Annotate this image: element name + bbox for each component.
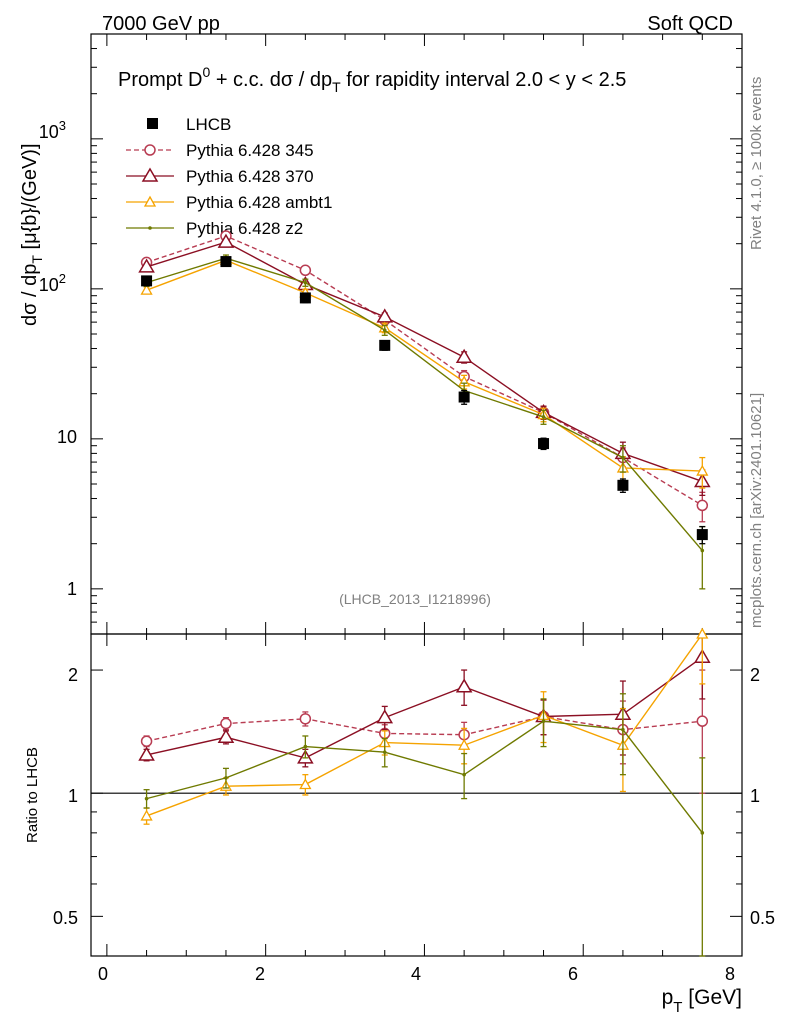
ratio-y-tick-label-right-2: 2 bbox=[750, 665, 760, 685]
main-axis-ticks bbox=[91, 33, 743, 635]
legend-marker-lhcb bbox=[147, 118, 158, 129]
legend-marker-z2 bbox=[148, 226, 152, 230]
main-line-z2 bbox=[146, 257, 703, 552]
ratio-point-z2 bbox=[303, 744, 308, 749]
ratio-point-z2 bbox=[144, 796, 149, 801]
main-point-p370 bbox=[376, 308, 394, 323]
legend-marker-p345 bbox=[144, 144, 156, 156]
legend-label-lhcb: LHCB bbox=[186, 115, 231, 134]
x-tick-label-8: 8 bbox=[725, 964, 735, 984]
mcplots-label: mcplots.cern.ch [arXiv:2401.10621] bbox=[748, 393, 765, 628]
main-point-p370 bbox=[138, 258, 155, 273]
ratio-point-p370 bbox=[138, 746, 155, 761]
ratio-y-tick-label-right-0-5: 0.5 bbox=[750, 908, 775, 928]
ratio-point-ambt1 bbox=[458, 738, 471, 750]
legend-label-ambt1: Pythia 6.428 ambt1 bbox=[186, 193, 332, 212]
x-tick-label-2: 2 bbox=[255, 964, 265, 984]
ratio-point-ambt1 bbox=[299, 778, 312, 790]
ratio-point-p345 bbox=[299, 713, 312, 725]
x-axis-label: pT [GeV] bbox=[662, 986, 742, 1016]
main-point-lhcb bbox=[458, 391, 470, 403]
main-point-lhcb bbox=[379, 339, 391, 351]
main-point-lhcb bbox=[141, 275, 153, 287]
main-point-z2 bbox=[700, 548, 705, 553]
ratio-point-p370 bbox=[455, 678, 473, 693]
ratio-point-z2 bbox=[541, 719, 546, 723]
main-point-p370 bbox=[217, 233, 235, 248]
legend-marker-p370 bbox=[141, 167, 159, 182]
legend-label-p345: Pythia 6.428 345 bbox=[186, 141, 314, 160]
main-point-p345 bbox=[696, 499, 709, 512]
ratio-y-axis-label: Ratio to LHCB bbox=[24, 747, 41, 843]
legend: LHCB Pythia 6.428 345 Pythia 6.428 370 P… bbox=[126, 115, 332, 238]
ratio-point-z2 bbox=[462, 772, 466, 777]
ratio-y-tick-label-1: 1 bbox=[68, 786, 78, 806]
ratio-point-z2 bbox=[621, 727, 625, 732]
main-y-tick-label-10: 10 bbox=[57, 427, 77, 447]
main-point-lhcb bbox=[220, 256, 232, 268]
main-point-z2 bbox=[541, 415, 546, 419]
main-point-lhcb bbox=[538, 438, 550, 450]
ratio-point-ambt1 bbox=[696, 627, 709, 639]
ratio-y-tick-label-0-5: 0.5 bbox=[53, 908, 78, 928]
main-y-tick-labels: 1 10 102 103 bbox=[39, 118, 77, 599]
ratio-point-p370 bbox=[376, 709, 394, 724]
ratio-line-ambt1 bbox=[146, 633, 703, 817]
ratio-y-tick-label-2: 2 bbox=[68, 665, 78, 685]
ratio-point-z2 bbox=[700, 831, 705, 835]
legend-label-p370: Pythia 6.428 370 bbox=[186, 167, 314, 186]
main-point-ambt1 bbox=[140, 283, 153, 295]
rivet-label: Rivet 4.1.0, ≥ 100k events bbox=[748, 77, 765, 250]
ratio-point-z2 bbox=[382, 750, 387, 754]
ratio-line-p370 bbox=[146, 656, 703, 759]
ratio-point-p345 bbox=[696, 715, 709, 727]
x-tick-label-0: 0 bbox=[98, 964, 108, 984]
ratio-line-p345 bbox=[146, 715, 703, 742]
ratio-line-z2 bbox=[146, 720, 703, 834]
analysis-watermark: (LHCB_2013_I1218996) bbox=[339, 591, 491, 607]
main-y-tick-label-1000: 103 bbox=[39, 118, 66, 142]
main-title: Prompt D0 + c.c. dσ / dpT for rapidity i… bbox=[118, 64, 626, 95]
ratio-y-tick-labels: 0.5 1 2 0.5 1 2 bbox=[53, 665, 775, 928]
ratio-point-p370 bbox=[217, 728, 235, 744]
main-line-ambt1 bbox=[146, 259, 703, 472]
main-point-lhcb bbox=[617, 479, 629, 491]
main-y-axis-label: dσ / dpT [μ{b}/(GeV)] bbox=[19, 143, 45, 326]
main-line-p370 bbox=[146, 241, 703, 483]
legend-marker-ambt1 bbox=[143, 195, 157, 207]
x-tick-label-6: 6 bbox=[568, 964, 578, 984]
main-point-z2 bbox=[382, 328, 387, 333]
main-y-tick-label-100: 102 bbox=[39, 271, 66, 295]
ratio-point-z2 bbox=[224, 776, 228, 780]
main-point-z2 bbox=[621, 455, 625, 460]
ratio-plot-frame bbox=[90, 633, 743, 957]
ratio-point-p345 bbox=[140, 735, 153, 747]
legend-label-z2: Pythia 6.428 z2 bbox=[186, 219, 303, 238]
ratio-point-ambt1 bbox=[140, 809, 153, 821]
ratio-plot-data bbox=[138, 627, 711, 957]
main-point-p345 bbox=[299, 264, 312, 277]
ratio-axis-ticks bbox=[91, 634, 743, 957]
main-y-tick-label-1: 1 bbox=[67, 579, 77, 599]
header-right: Soft QCD bbox=[647, 13, 733, 35]
main-point-lhcb bbox=[696, 529, 708, 541]
x-tick-labels: 0 2 4 6 8 bbox=[98, 964, 735, 984]
main-point-z2 bbox=[303, 280, 308, 285]
main-point-ambt1 bbox=[696, 464, 709, 476]
main-plot-data bbox=[138, 230, 711, 590]
ratio-point-p345 bbox=[220, 717, 232, 730]
main-point-p370 bbox=[455, 348, 473, 363]
header-left: 7000 GeV pp bbox=[102, 13, 220, 35]
main-point-lhcb bbox=[299, 292, 311, 304]
x-tick-label-4: 4 bbox=[411, 964, 421, 984]
ratio-y-tick-label-right-1: 1 bbox=[750, 786, 760, 806]
